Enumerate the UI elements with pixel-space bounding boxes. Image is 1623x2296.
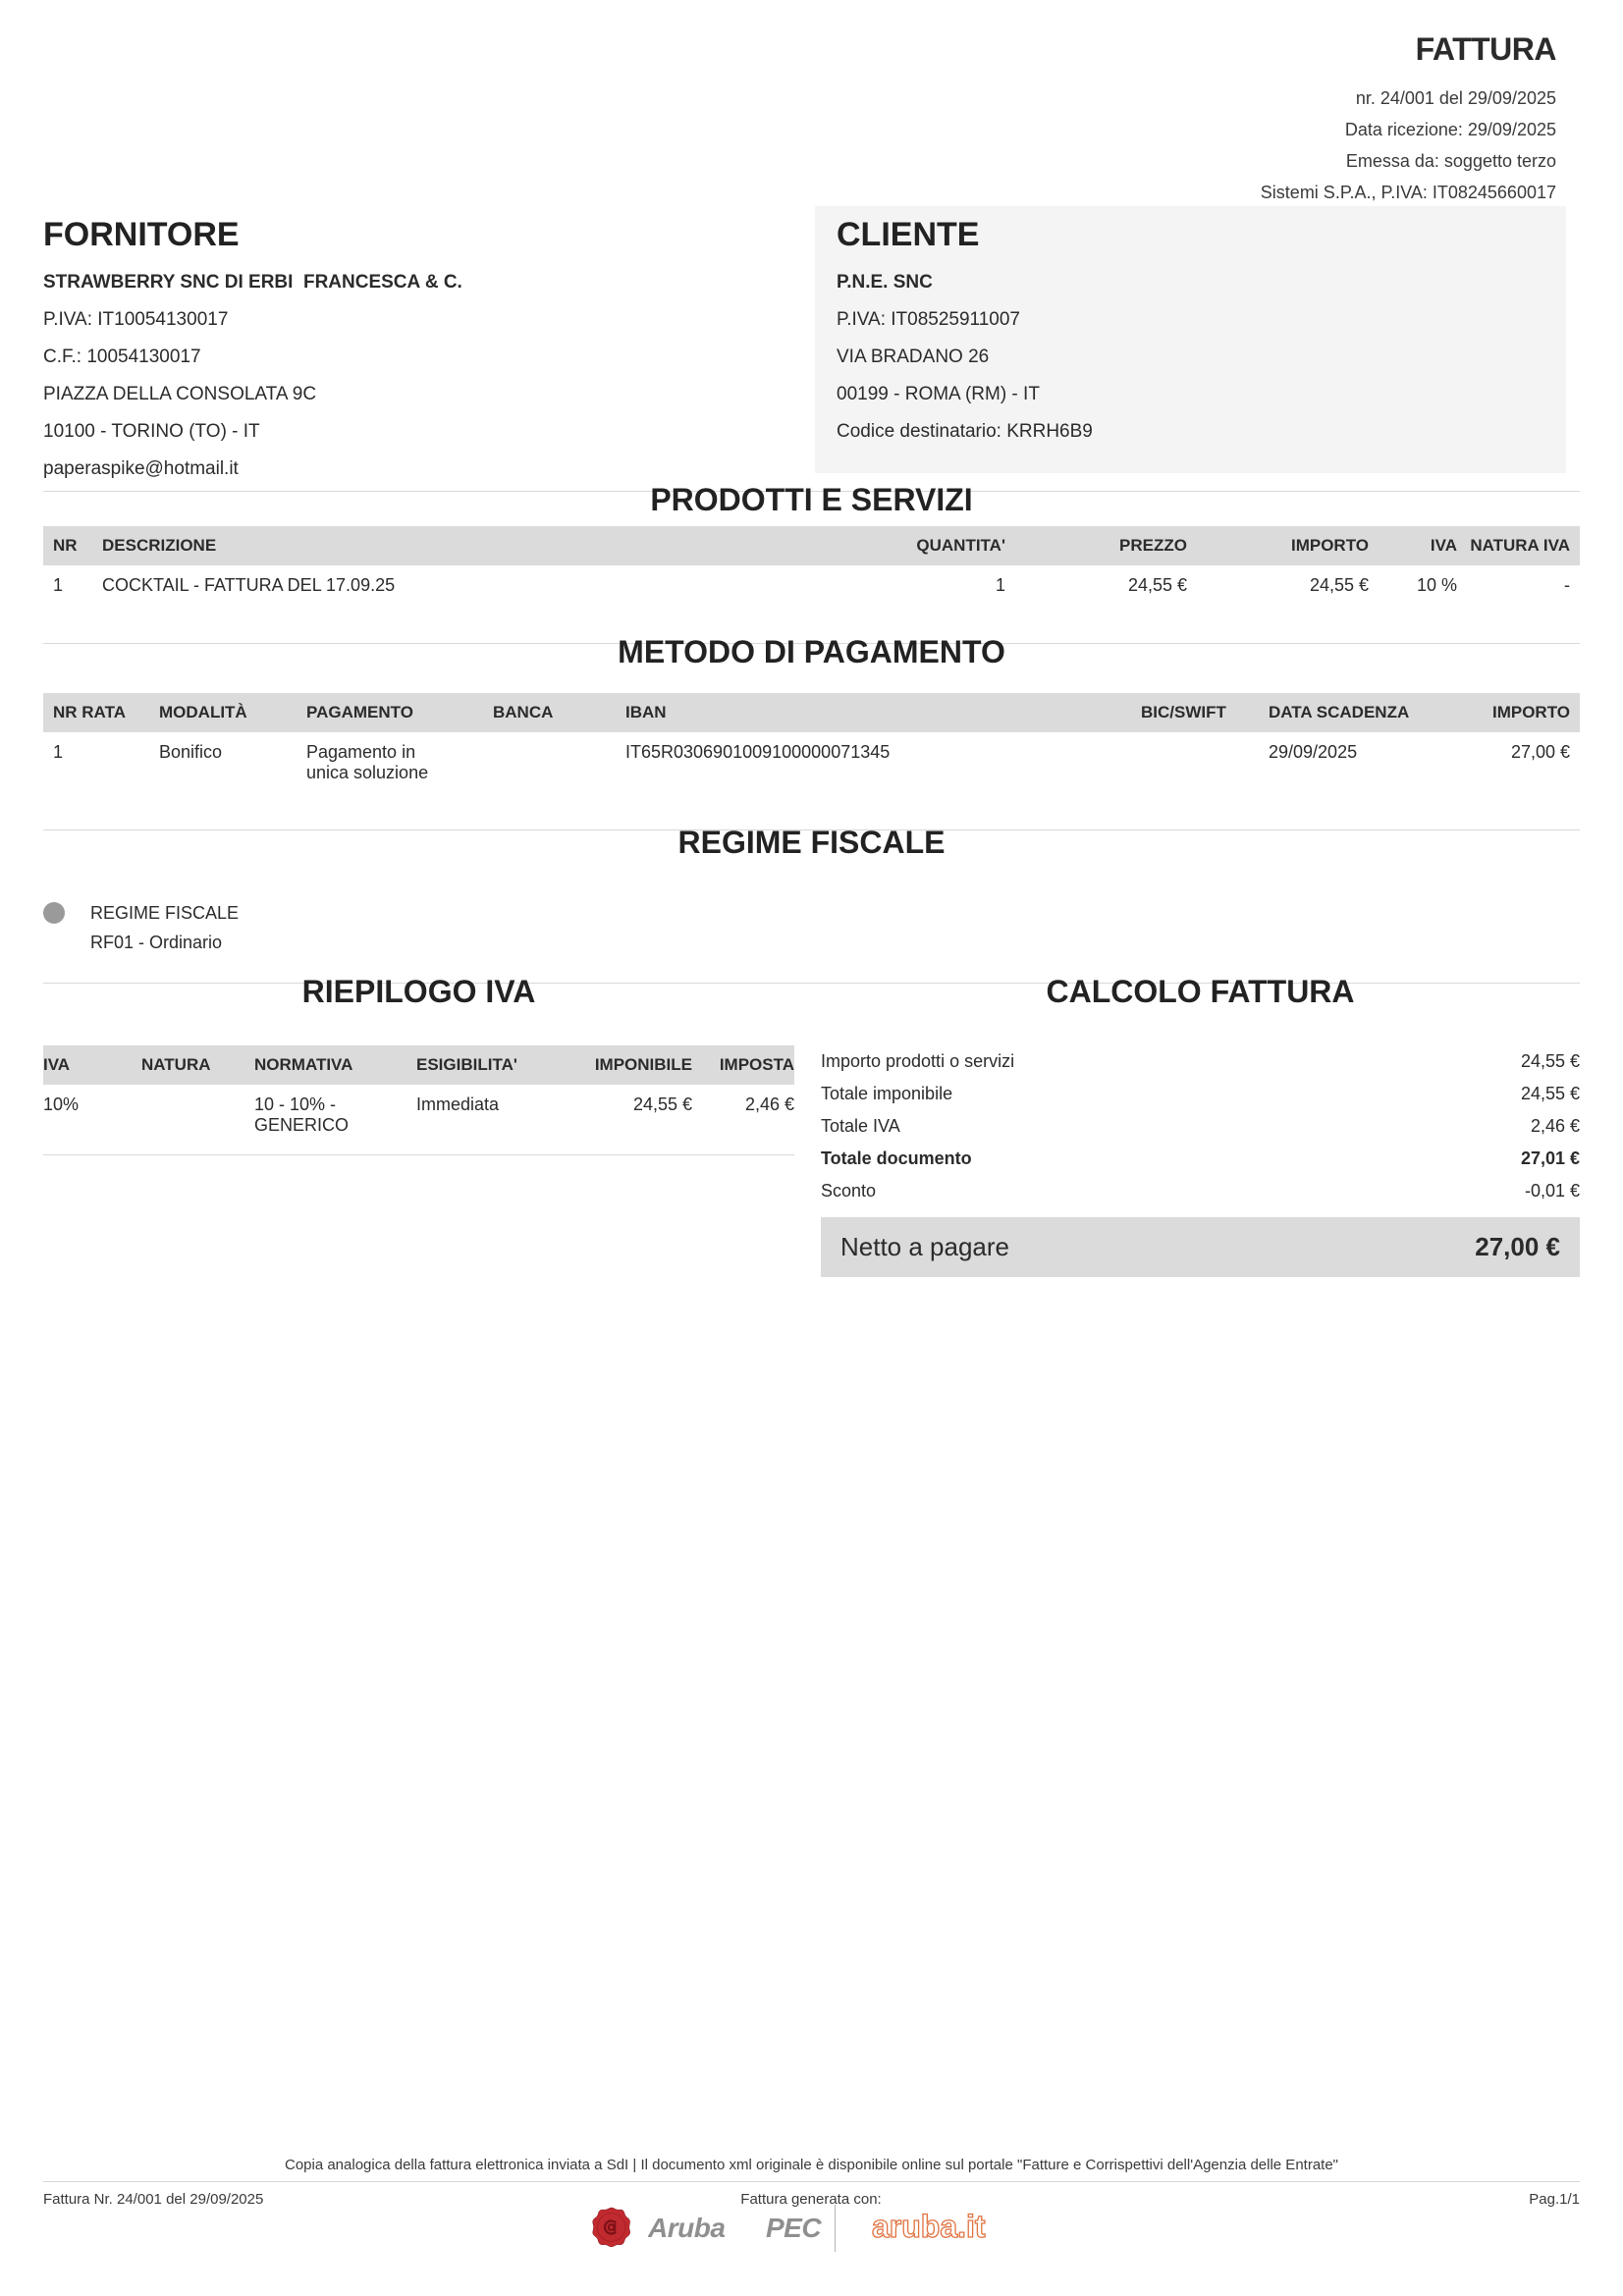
svg-text:Aruba: Aruba — [648, 2213, 725, 2243]
svg-text:aruba.it: aruba.it — [872, 2209, 986, 2244]
svg-text:PEC: PEC — [766, 2213, 822, 2243]
